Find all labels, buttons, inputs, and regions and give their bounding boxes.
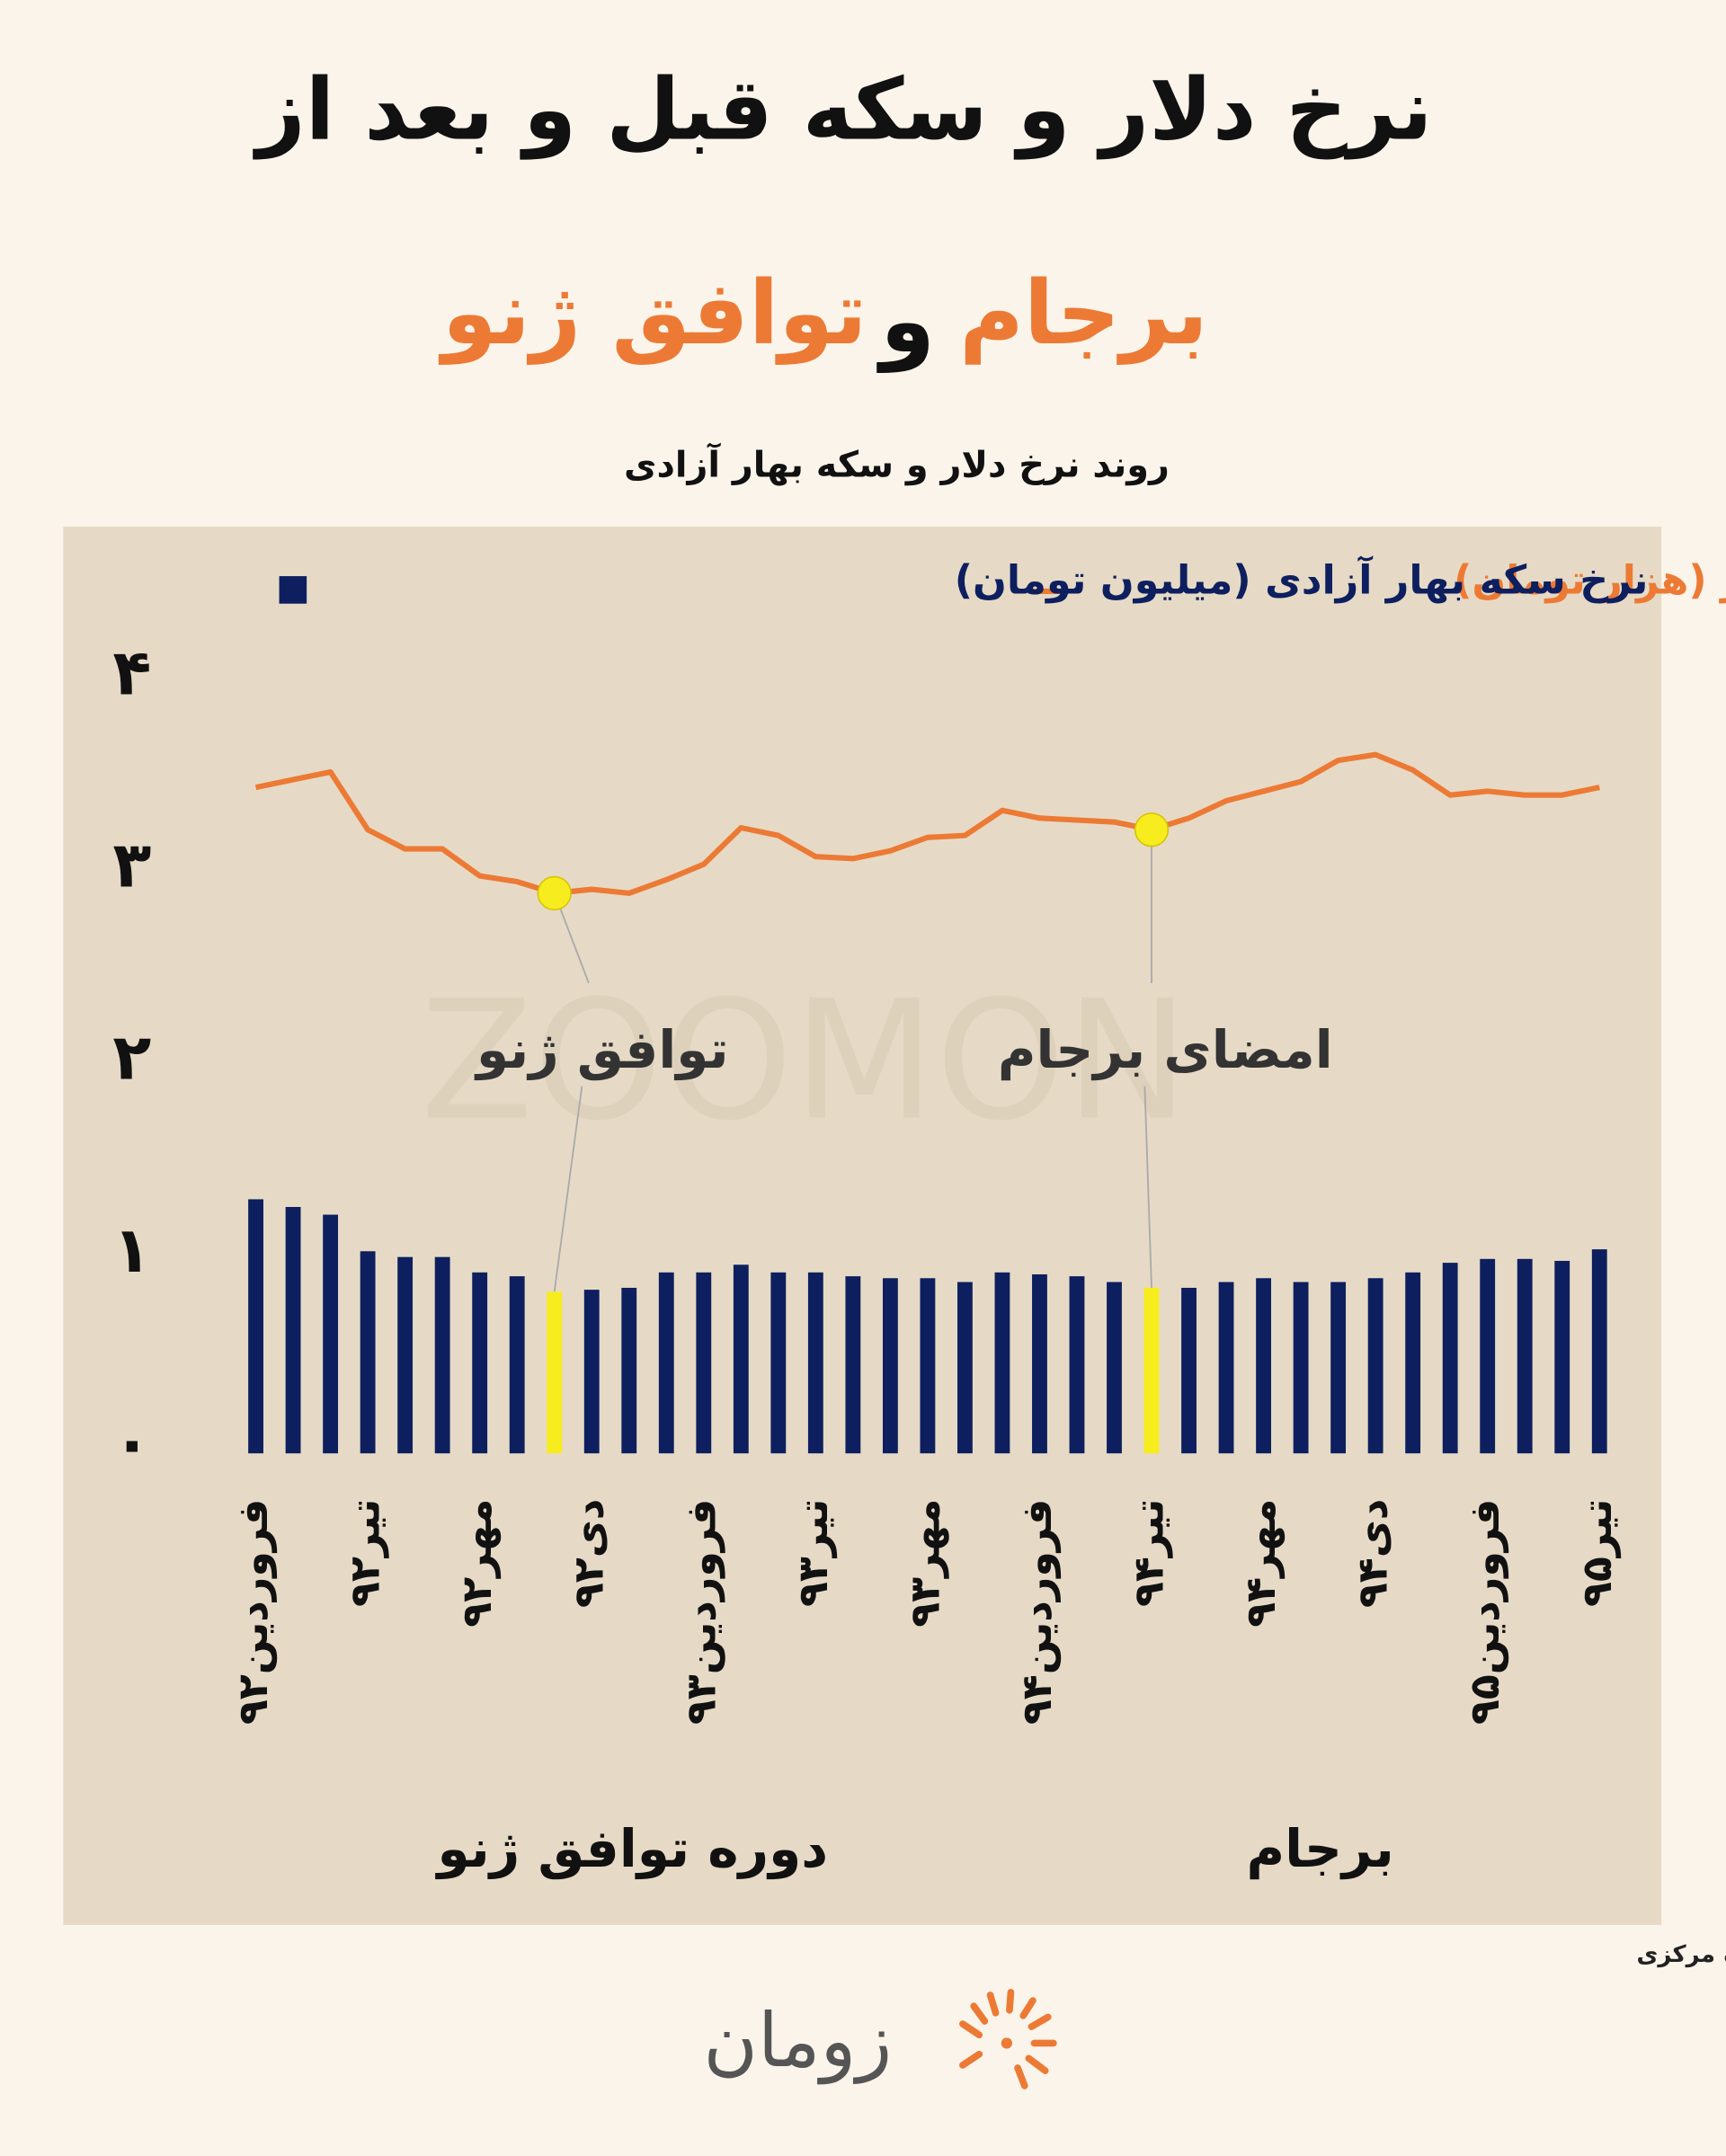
bar bbox=[1069, 1276, 1085, 1454]
x-tick-label: فروردین۹۴ bbox=[1012, 1499, 1061, 1726]
bar bbox=[1517, 1258, 1533, 1454]
bar bbox=[807, 1272, 823, 1454]
bar bbox=[882, 1278, 898, 1454]
bar bbox=[1218, 1282, 1234, 1454]
bar bbox=[285, 1207, 301, 1454]
bar bbox=[621, 1287, 637, 1454]
legend-label: نرخ سکه بهار آزادی (میلیون تومان) bbox=[955, 555, 1649, 604]
highlight-point bbox=[537, 875, 572, 911]
chart-subtitle: روند نرخ دلار و سکه بهار آزادی bbox=[624, 443, 1170, 486]
logo-icon bbox=[959, 1989, 1057, 2089]
legend-label: نرخ دلار (هزار تومان) bbox=[1454, 558, 1726, 604]
bar bbox=[1256, 1278, 1271, 1454]
annotation: امضای برجام bbox=[998, 1019, 1333, 1081]
bar bbox=[845, 1276, 861, 1454]
y-tick-label: ۲ bbox=[112, 1021, 151, 1095]
bar bbox=[248, 1199, 263, 1454]
x-tick-label: مهر۹۲ bbox=[452, 1499, 501, 1628]
y-tick-label: ۴ bbox=[112, 635, 151, 709]
plot-panel bbox=[63, 527, 1662, 1925]
bar bbox=[733, 1264, 749, 1454]
line bbox=[254, 751, 1600, 896]
bar bbox=[1591, 1249, 1607, 1454]
bar bbox=[1330, 1282, 1347, 1454]
bar bbox=[509, 1276, 525, 1454]
bar bbox=[1032, 1273, 1047, 1454]
bar bbox=[434, 1256, 450, 1454]
bar bbox=[696, 1272, 712, 1454]
y-tick-label: ۳ bbox=[112, 828, 151, 901]
bar bbox=[1554, 1260, 1570, 1454]
title: نرخ دلار و سکه قبل و بعد از bbox=[253, 60, 1432, 159]
title-conjunction: و bbox=[876, 271, 935, 374]
bar bbox=[1367, 1278, 1383, 1454]
title-highlight: توافق ژنو bbox=[438, 262, 867, 365]
bar bbox=[1442, 1263, 1458, 1454]
x-tick-label: تیر۹۳ bbox=[788, 1499, 837, 1607]
bar bbox=[658, 1272, 674, 1454]
bar bbox=[397, 1256, 414, 1454]
title-highlight: برجام bbox=[959, 262, 1208, 366]
annotation: توافق ژنو bbox=[474, 1019, 729, 1081]
bar bbox=[994, 1272, 1010, 1454]
legend-swatch bbox=[279, 576, 307, 604]
period-label: دوره توافق ژنو bbox=[434, 1818, 828, 1880]
bar bbox=[360, 1251, 376, 1454]
bar bbox=[472, 1272, 488, 1454]
bar bbox=[1293, 1282, 1309, 1454]
bar bbox=[1405, 1272, 1421, 1454]
y-tick-label: ۱ bbox=[112, 1213, 151, 1287]
x-tick-label: فروردین۹۵ bbox=[1460, 1499, 1508, 1726]
x-tick-label: مهر۹۴ bbox=[1236, 1499, 1285, 1628]
x-tick-label: تیر۹۴ bbox=[1125, 1499, 1173, 1607]
bar bbox=[1143, 1287, 1160, 1454]
x-tick-label: دی۹۴ bbox=[1348, 1499, 1397, 1609]
plot: ۰ ۱ ۲ ۳ ۴ فروردین۹۲ تیر۹۲ مهر۹۲ دی۹۲ فروردین۹۳ تیر… bbox=[112, 555, 1726, 1880]
x-tick-label: مهر۹۳ bbox=[900, 1499, 948, 1628]
brand: زومان bbox=[703, 1998, 892, 2085]
leader-line bbox=[1143, 1086, 1152, 1288]
y-tick-label: ۰ bbox=[112, 1406, 151, 1479]
leader-line bbox=[553, 1086, 583, 1292]
period-label: برجام bbox=[1247, 1818, 1394, 1880]
bar bbox=[547, 1291, 563, 1454]
x-tick-label: دی۹۲ bbox=[565, 1499, 613, 1609]
bar bbox=[1480, 1258, 1496, 1454]
bar bbox=[323, 1214, 339, 1454]
bar bbox=[1107, 1282, 1122, 1454]
bar bbox=[957, 1282, 973, 1454]
bar bbox=[583, 1290, 600, 1454]
bar bbox=[920, 1278, 936, 1454]
x-tick-label: تیر۹۵ bbox=[1572, 1499, 1621, 1607]
x-tick-label: فروردین۹۳ bbox=[676, 1499, 725, 1726]
watermark: ZOOMON bbox=[420, 966, 1188, 1158]
bar bbox=[1181, 1287, 1197, 1454]
x-tick-label: تیر۹۲ bbox=[341, 1499, 389, 1607]
source: منبع داده: بانک مرکزی bbox=[1637, 1941, 1726, 1968]
bar bbox=[770, 1272, 787, 1454]
x-tick-label: فروردین۹۲ bbox=[228, 1499, 277, 1726]
highlight-point bbox=[1134, 812, 1170, 847]
